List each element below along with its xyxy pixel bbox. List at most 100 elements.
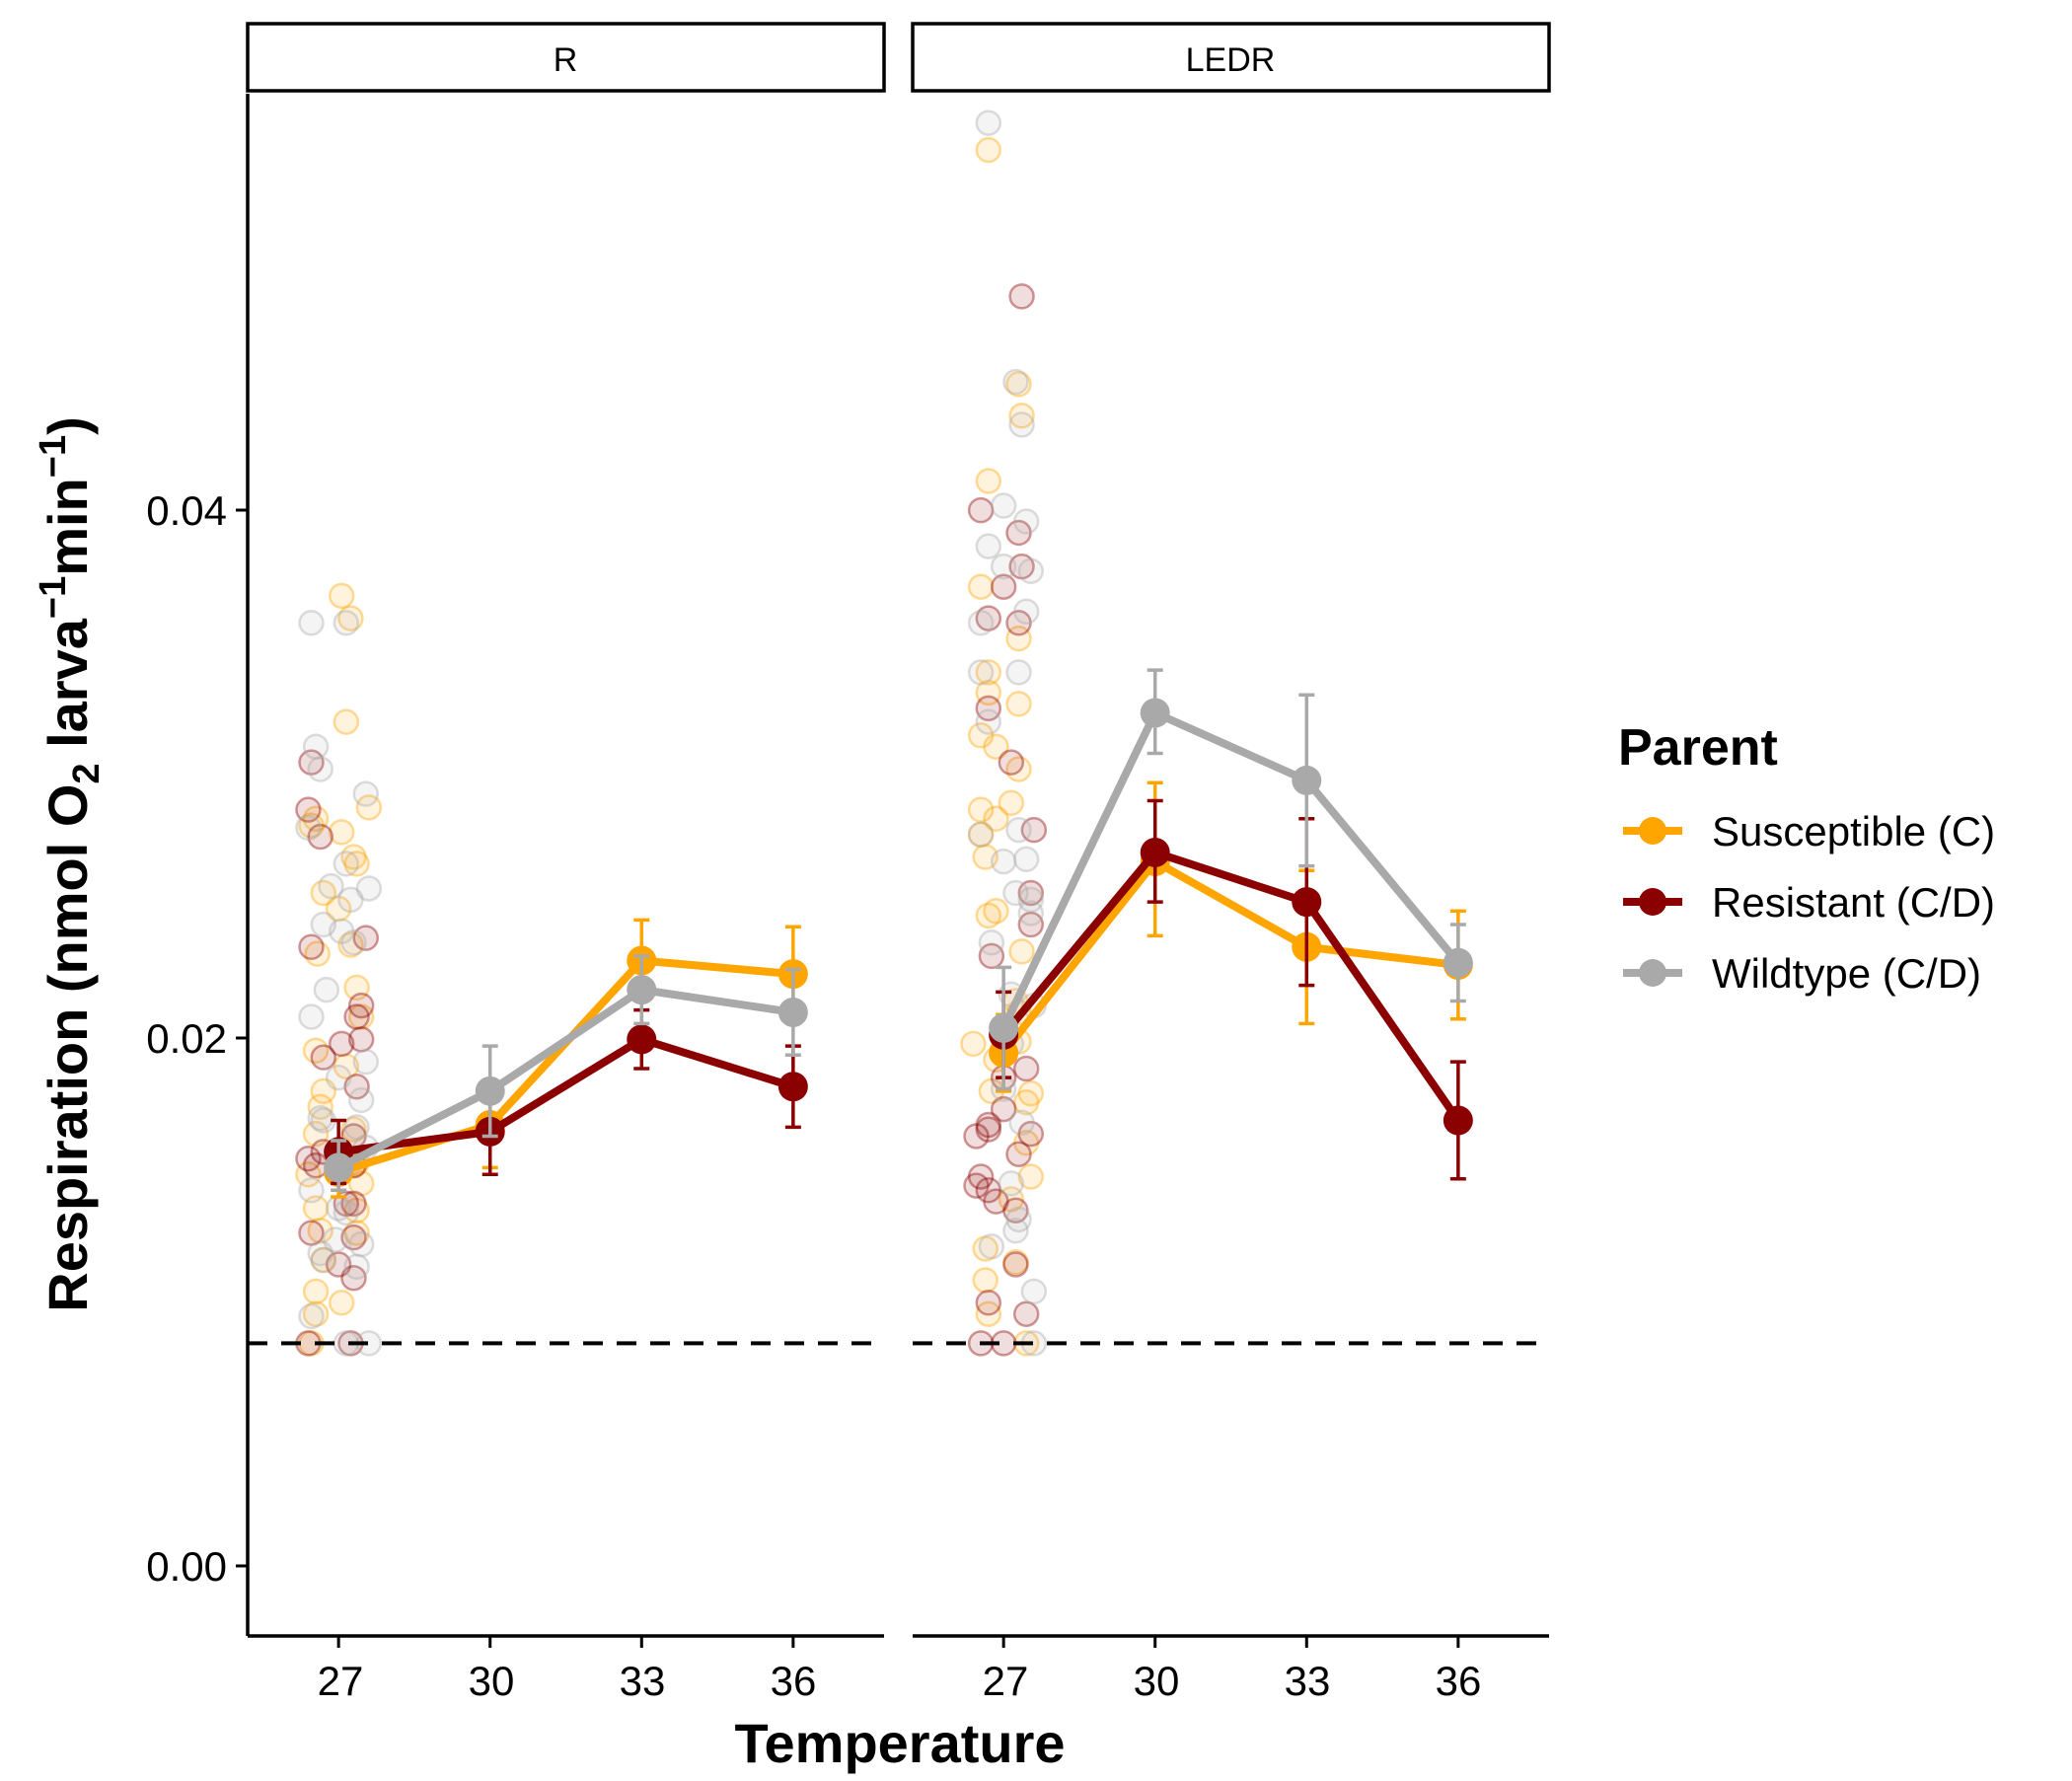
raw-point-resistant-c-d xyxy=(1017,1120,1045,1148)
raw-point-susceptible-c xyxy=(340,844,367,870)
series-line-resistant-c-d xyxy=(1000,848,1462,1123)
raw-point-wildtype-c-d xyxy=(1012,508,1040,535)
raw-point-wildtype-c-d xyxy=(343,1114,370,1141)
raw-point-susceptible-c xyxy=(328,819,355,846)
raw-point-susceptible-c xyxy=(1017,1163,1045,1190)
raw-point-susceptible-c xyxy=(975,1300,1002,1327)
raw-point-wildtype-c-d xyxy=(355,875,383,902)
raw-point-resistant-c-d xyxy=(963,1123,990,1150)
raw-point-susceptible-c xyxy=(1005,625,1032,652)
raw-points xyxy=(960,110,1048,1357)
panel-r xyxy=(248,582,884,1648)
y-tick-label: 0.00 xyxy=(146,1543,227,1590)
mean-point-wildtype-c-d xyxy=(1443,947,1473,978)
raw-point-susceptible-c xyxy=(983,805,1009,832)
legend-title: Parent xyxy=(1618,719,1778,777)
raw-point-susceptible-c xyxy=(302,1037,330,1064)
raw-point-wildtype-c-d xyxy=(1005,659,1032,686)
strip-r-box xyxy=(246,22,886,93)
legend: Parent Susceptible (C) Resistant (C/D) W… xyxy=(1618,719,1995,997)
raw-point-susceptible-c xyxy=(1017,1079,1045,1107)
raw-point-wildtype-c-d xyxy=(333,851,360,877)
raw-point-resistant-c-d xyxy=(975,1116,1002,1143)
raw-point-susceptible-c xyxy=(337,605,364,631)
raw-point-susceptible-c xyxy=(975,679,1002,706)
raw-point-wildtype-c-d xyxy=(978,1233,1005,1260)
raw-point-susceptible-c xyxy=(1012,1088,1040,1116)
raw-point-wildtype-c-d xyxy=(1002,1218,1029,1244)
raw-point-susceptible-c xyxy=(1012,1130,1040,1156)
raw-point-susceptible-c xyxy=(328,582,355,610)
raw-point-susceptible-c xyxy=(307,1093,333,1121)
x-tick-label: 36 xyxy=(771,1658,817,1704)
raw-point-susceptible-c xyxy=(307,1218,333,1244)
x-tick-label: 30 xyxy=(1134,1658,1180,1704)
raw-point-resistant-c-d xyxy=(347,992,375,1019)
panel-ledr xyxy=(913,110,1549,1648)
raw-point-resistant-c-d xyxy=(1012,1055,1040,1082)
y-axis-ticks: 0.00 0.02 0.04 xyxy=(146,487,248,1590)
raw-point-susceptible-c xyxy=(975,659,1002,686)
raw-point-wildtype-c-d xyxy=(298,1176,325,1204)
raw-point-susceptible-c xyxy=(1002,1248,1029,1276)
raw-point-susceptible-c xyxy=(340,1116,367,1143)
raw-point-wildtype-c-d xyxy=(975,533,1002,559)
raw-point-wildtype-c-d xyxy=(990,492,1017,519)
raw-point-wildtype-c-d xyxy=(975,708,1002,735)
raw-point-resistant-c-d xyxy=(1002,1197,1029,1224)
raw-point-wildtype-c-d xyxy=(990,553,1017,580)
raw-point-resistant-c-d xyxy=(340,1224,367,1251)
raw-point-wildtype-c-d xyxy=(310,1246,337,1274)
raw-point-resistant-c-d xyxy=(352,925,380,951)
raw-point-wildtype-c-d xyxy=(322,1226,349,1253)
raw-point-wildtype-c-d xyxy=(307,1239,333,1267)
raw-point-resistant-c-d xyxy=(298,933,325,961)
raw-point-susceptible-c xyxy=(337,931,364,958)
raw-point-wildtype-c-d xyxy=(1008,1109,1035,1137)
raw-point-susceptible-c xyxy=(975,902,1002,929)
raw-point-resistant-c-d xyxy=(343,1003,370,1030)
raw-point-resistant-c-d xyxy=(1008,553,1035,580)
raw-point-resistant-c-d xyxy=(310,1044,337,1071)
y-tick-label: 0.02 xyxy=(146,1015,227,1062)
raw-point-susceptible-c xyxy=(298,812,325,839)
mean-point-wildtype-c-d xyxy=(989,1012,1019,1043)
raw-point-resistant-c-d xyxy=(307,823,333,851)
x-axis-ticks-r: 27 30 33 36 xyxy=(318,1658,817,1704)
raw-point-wildtype-c-d xyxy=(1017,886,1045,914)
legend-label: Resistant (C/D) xyxy=(1712,879,1995,926)
raw-point-resistant-c-d xyxy=(967,1163,995,1190)
raw-point-wildtype-c-d xyxy=(302,733,330,760)
raw-point-susceptible-c xyxy=(328,1290,355,1316)
raw-point-susceptible-c xyxy=(343,851,370,877)
series-line-resistant-c-d xyxy=(337,1035,795,1156)
raw-point-susceptible-c xyxy=(302,1300,330,1327)
raw-point-wildtype-c-d xyxy=(1005,1206,1032,1233)
raw-point-susceptible-c xyxy=(302,1195,330,1222)
raw-point-resistant-c-d xyxy=(347,1026,375,1053)
raw-point-wildtype-c-d xyxy=(298,1302,325,1330)
raw-point-resistant-c-d xyxy=(967,496,995,524)
raw-point-resistant-c-d xyxy=(340,1190,367,1218)
x-tick-label: 36 xyxy=(1436,1658,1482,1704)
raw-point-wildtype-c-d xyxy=(295,814,322,842)
x-tick-label: 30 xyxy=(469,1658,515,1704)
mean-point-resistant-c-d xyxy=(777,1072,808,1102)
raw-point-susceptible-c xyxy=(1008,938,1035,965)
raw-point-susceptible-c xyxy=(1005,756,1032,782)
strip-ledr-box xyxy=(911,22,1551,93)
raw-point-resistant-c-d xyxy=(328,1030,355,1058)
raw-point-resistant-c-d xyxy=(1005,609,1032,636)
raw-point-wildtype-c-d xyxy=(975,110,1002,136)
raw-point-wildtype-c-d xyxy=(1002,879,1029,907)
raw-point-wildtype-c-d xyxy=(1012,846,1040,873)
raw-point-wildtype-c-d xyxy=(998,1170,1025,1197)
raw-point-susceptible-c xyxy=(975,136,1002,164)
raw-point-wildtype-c-d xyxy=(307,756,333,782)
x-axis-title: Temperature xyxy=(734,1712,1065,1774)
series-resistant-c-d xyxy=(989,798,1473,1181)
mean-point-wildtype-c-d xyxy=(627,975,657,1005)
raw-point-susceptible-c xyxy=(347,1170,375,1197)
